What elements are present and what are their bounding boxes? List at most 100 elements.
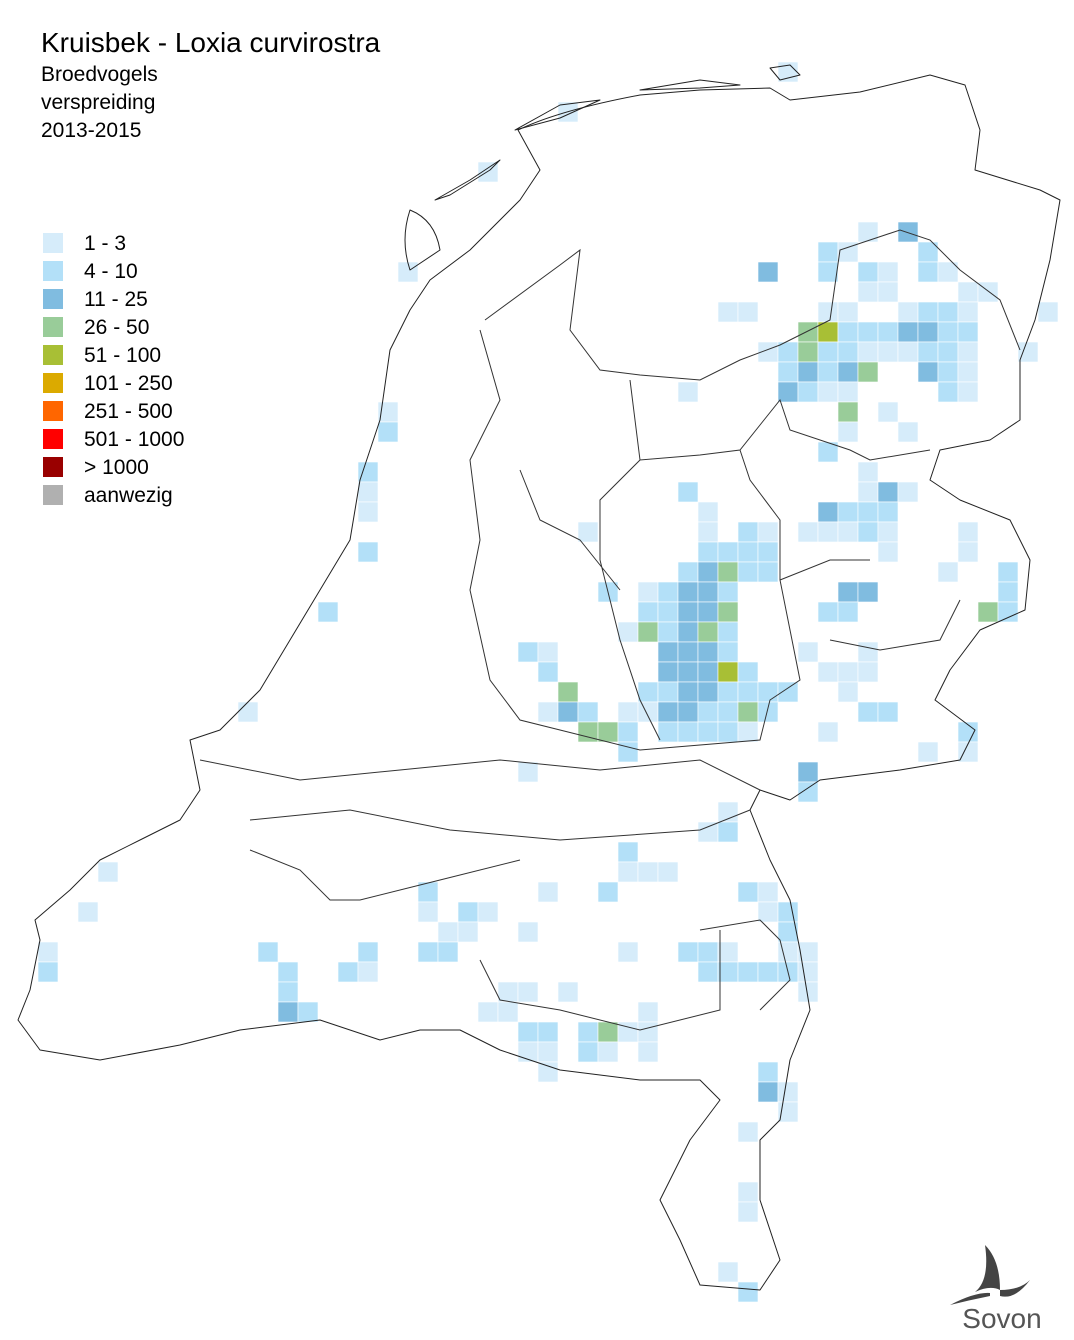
grid-cell xyxy=(637,681,659,703)
grid-cell xyxy=(857,501,879,523)
legend-swatch xyxy=(43,317,63,337)
grid-cell xyxy=(717,681,739,703)
legend-label: 501 - 1000 xyxy=(84,428,184,451)
grid-cell xyxy=(857,581,879,603)
grid-cell xyxy=(737,301,759,323)
logo-text: Sovon xyxy=(962,1303,1041,1334)
grid-cell xyxy=(417,941,439,963)
grid-cell xyxy=(877,281,899,303)
grid-cell xyxy=(717,561,739,583)
grid-cell xyxy=(957,361,979,383)
grid-cell xyxy=(717,301,739,323)
grid-cell xyxy=(797,981,819,1003)
grid-cell xyxy=(317,601,339,623)
grid-cell xyxy=(517,981,539,1003)
grid-cell xyxy=(717,621,739,643)
grid-cell xyxy=(697,521,719,543)
grid-cell xyxy=(517,641,539,663)
grid-cell xyxy=(757,961,779,983)
grid-cell xyxy=(717,821,739,843)
grid-cell xyxy=(637,1041,659,1063)
grid-cell xyxy=(617,941,639,963)
grid-cell xyxy=(717,541,739,563)
grid-cell xyxy=(517,761,539,783)
grid-cell xyxy=(717,701,739,723)
grid-cell xyxy=(917,301,939,323)
grid-cell xyxy=(957,541,979,563)
grid-cell xyxy=(817,601,839,623)
grid-cell xyxy=(837,361,859,383)
grid-cell xyxy=(757,901,779,923)
grid-cell xyxy=(757,541,779,563)
grid-cell xyxy=(777,1081,799,1103)
grid-cell xyxy=(697,701,719,723)
grid-cell xyxy=(537,661,559,683)
grid-cell xyxy=(817,501,839,523)
grid-cell xyxy=(997,581,1019,603)
grid-cell xyxy=(797,521,819,543)
grid-cell xyxy=(697,721,719,743)
grid-cell xyxy=(797,341,819,363)
grid-cell xyxy=(817,361,839,383)
grid-cell xyxy=(637,601,659,623)
grid-cell xyxy=(697,621,719,643)
grid-cell xyxy=(617,701,639,723)
grid-cell xyxy=(537,701,559,723)
grid-cell xyxy=(737,961,759,983)
grid-cell xyxy=(1037,301,1059,323)
grid-cell xyxy=(817,441,839,463)
grid-cell xyxy=(897,421,919,443)
grid-cell xyxy=(557,981,579,1003)
grid-cell xyxy=(597,721,619,743)
legend-label: 11 - 25 xyxy=(84,288,148,311)
grid-cell xyxy=(857,701,879,723)
grid-cell xyxy=(837,681,859,703)
grid-cell xyxy=(857,261,879,283)
grid-cell xyxy=(657,661,679,683)
grid-cell xyxy=(377,421,399,443)
grid-cell xyxy=(937,341,959,363)
grid-cell xyxy=(877,521,899,543)
grid-cell xyxy=(797,321,819,343)
grid-cell xyxy=(717,661,739,683)
grid-cell xyxy=(737,561,759,583)
grid-cell xyxy=(857,321,879,343)
grid-cell xyxy=(977,281,999,303)
grid-cell xyxy=(697,941,719,963)
grid-cell xyxy=(757,881,779,903)
country-outline xyxy=(17,64,1061,1291)
grid-cell xyxy=(837,661,859,683)
grid-cell xyxy=(897,481,919,503)
grid-cell xyxy=(917,341,939,363)
grid-cell xyxy=(837,521,859,543)
grid-cell xyxy=(757,561,779,583)
grid-cell xyxy=(877,701,899,723)
grid-cell xyxy=(697,601,719,623)
grid-cell xyxy=(677,601,699,623)
grid-cell xyxy=(837,401,859,423)
grid-cell xyxy=(937,361,959,383)
grid-cell xyxy=(737,661,759,683)
grid-cell xyxy=(737,1121,759,1143)
grid-cell xyxy=(677,561,699,583)
grid-cell xyxy=(537,1021,559,1043)
grid-cell xyxy=(697,681,719,703)
map-title: Kruisbek - Loxia curvirostra xyxy=(41,27,381,58)
grid-cell xyxy=(597,881,619,903)
grid-cell xyxy=(937,301,959,323)
legend-label: 51 - 100 xyxy=(84,344,161,367)
grid-cell xyxy=(677,701,699,723)
grid-cell xyxy=(497,1001,519,1023)
grid-cell xyxy=(677,581,699,603)
legend-swatch xyxy=(43,289,63,309)
grid-cell xyxy=(617,721,639,743)
grid-cell xyxy=(757,261,779,283)
grid-cell xyxy=(897,221,919,243)
grid-cell xyxy=(697,661,719,683)
grid-cell xyxy=(697,641,719,663)
grid-cell xyxy=(557,701,579,723)
grid-cell xyxy=(997,601,1019,623)
grid-cell xyxy=(457,921,479,943)
legend-label: 251 - 500 xyxy=(84,400,173,423)
